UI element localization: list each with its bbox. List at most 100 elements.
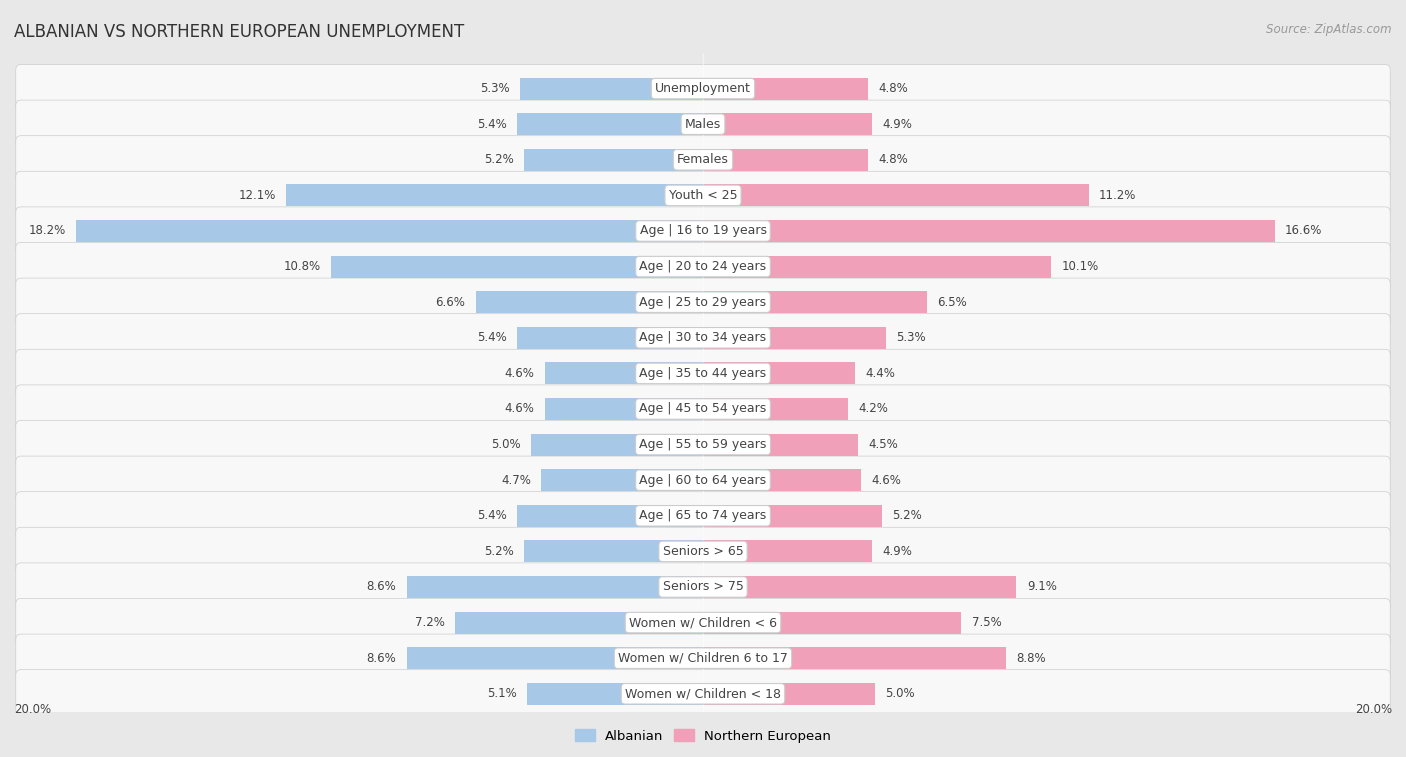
Text: Age | 30 to 34 years: Age | 30 to 34 years — [640, 332, 766, 344]
Bar — [703, 398, 848, 420]
FancyBboxPatch shape — [15, 207, 1391, 255]
Bar — [520, 77, 703, 100]
Text: 5.2%: 5.2% — [484, 153, 513, 167]
Bar — [703, 576, 1017, 598]
Text: 10.1%: 10.1% — [1062, 260, 1098, 273]
Bar — [703, 683, 875, 705]
Bar — [531, 434, 703, 456]
Text: 5.4%: 5.4% — [477, 332, 506, 344]
Text: Age | 60 to 64 years: Age | 60 to 64 years — [640, 474, 766, 487]
Text: 4.9%: 4.9% — [882, 545, 912, 558]
Bar — [703, 434, 858, 456]
Text: 4.4%: 4.4% — [865, 367, 894, 380]
Text: 5.0%: 5.0% — [886, 687, 915, 700]
Text: 7.5%: 7.5% — [972, 616, 1001, 629]
Text: 5.3%: 5.3% — [896, 332, 925, 344]
Text: 5.4%: 5.4% — [477, 509, 506, 522]
Text: Age | 20 to 24 years: Age | 20 to 24 years — [640, 260, 766, 273]
Text: Age | 35 to 44 years: Age | 35 to 44 years — [640, 367, 766, 380]
Bar — [544, 363, 703, 385]
Bar — [703, 256, 1050, 278]
Bar — [703, 291, 927, 313]
Text: Unemployment: Unemployment — [655, 82, 751, 95]
Text: 4.6%: 4.6% — [872, 474, 901, 487]
Bar — [703, 220, 1275, 242]
Text: 20.0%: 20.0% — [1355, 703, 1392, 716]
FancyBboxPatch shape — [15, 171, 1391, 220]
Text: 8.6%: 8.6% — [367, 652, 396, 665]
FancyBboxPatch shape — [15, 349, 1391, 397]
Text: 5.2%: 5.2% — [893, 509, 922, 522]
Bar — [703, 113, 872, 136]
Bar — [406, 576, 703, 598]
FancyBboxPatch shape — [15, 420, 1391, 469]
Bar — [703, 77, 869, 100]
Bar — [76, 220, 703, 242]
Text: 8.6%: 8.6% — [367, 581, 396, 593]
Bar — [527, 683, 703, 705]
Bar — [456, 612, 703, 634]
Bar — [703, 612, 962, 634]
FancyBboxPatch shape — [15, 64, 1391, 113]
Text: 9.1%: 9.1% — [1026, 581, 1057, 593]
FancyBboxPatch shape — [15, 313, 1391, 362]
Text: 5.3%: 5.3% — [481, 82, 510, 95]
Text: Women w/ Children < 18: Women w/ Children < 18 — [626, 687, 780, 700]
Text: 11.2%: 11.2% — [1099, 189, 1136, 202]
FancyBboxPatch shape — [15, 563, 1391, 611]
Text: 6.5%: 6.5% — [938, 296, 967, 309]
Bar — [703, 185, 1088, 207]
Bar — [703, 540, 872, 562]
Bar — [703, 327, 886, 349]
Text: 4.5%: 4.5% — [869, 438, 898, 451]
Text: 7.2%: 7.2% — [415, 616, 444, 629]
Bar — [703, 469, 862, 491]
Text: 4.8%: 4.8% — [879, 82, 908, 95]
Bar — [703, 363, 855, 385]
Text: Youth < 25: Youth < 25 — [669, 189, 737, 202]
Text: 16.6%: 16.6% — [1285, 225, 1323, 238]
Text: 4.8%: 4.8% — [879, 153, 908, 167]
Text: Women w/ Children 6 to 17: Women w/ Children 6 to 17 — [619, 652, 787, 665]
Bar — [475, 291, 703, 313]
Text: 4.9%: 4.9% — [882, 117, 912, 131]
Text: Seniors > 65: Seniors > 65 — [662, 545, 744, 558]
FancyBboxPatch shape — [15, 670, 1391, 718]
Text: 10.8%: 10.8% — [284, 260, 321, 273]
Bar — [703, 505, 882, 527]
Bar — [330, 256, 703, 278]
FancyBboxPatch shape — [15, 456, 1391, 504]
Text: Age | 55 to 59 years: Age | 55 to 59 years — [640, 438, 766, 451]
Bar — [287, 185, 703, 207]
FancyBboxPatch shape — [15, 492, 1391, 540]
Text: Age | 45 to 54 years: Age | 45 to 54 years — [640, 403, 766, 416]
Text: Males: Males — [685, 117, 721, 131]
Text: Females: Females — [678, 153, 728, 167]
Bar — [524, 540, 703, 562]
FancyBboxPatch shape — [15, 528, 1391, 575]
Text: Source: ZipAtlas.com: Source: ZipAtlas.com — [1267, 23, 1392, 36]
FancyBboxPatch shape — [15, 385, 1391, 433]
Bar — [406, 647, 703, 669]
Text: 4.7%: 4.7% — [501, 474, 531, 487]
Text: 8.8%: 8.8% — [1017, 652, 1046, 665]
Bar — [544, 398, 703, 420]
Text: Seniors > 75: Seniors > 75 — [662, 581, 744, 593]
Bar — [517, 113, 703, 136]
Text: 12.1%: 12.1% — [239, 189, 276, 202]
Text: 4.6%: 4.6% — [505, 367, 534, 380]
Text: Age | 25 to 29 years: Age | 25 to 29 years — [640, 296, 766, 309]
Text: Age | 65 to 74 years: Age | 65 to 74 years — [640, 509, 766, 522]
Bar — [517, 327, 703, 349]
FancyBboxPatch shape — [15, 242, 1391, 291]
Bar — [703, 647, 1007, 669]
Text: 20.0%: 20.0% — [14, 703, 51, 716]
FancyBboxPatch shape — [15, 634, 1391, 682]
Text: 5.2%: 5.2% — [484, 545, 513, 558]
Bar — [517, 505, 703, 527]
Bar — [703, 149, 869, 171]
FancyBboxPatch shape — [15, 599, 1391, 646]
Bar — [524, 149, 703, 171]
Text: 4.2%: 4.2% — [858, 403, 887, 416]
Legend: Albanian, Northern European: Albanian, Northern European — [569, 724, 837, 748]
